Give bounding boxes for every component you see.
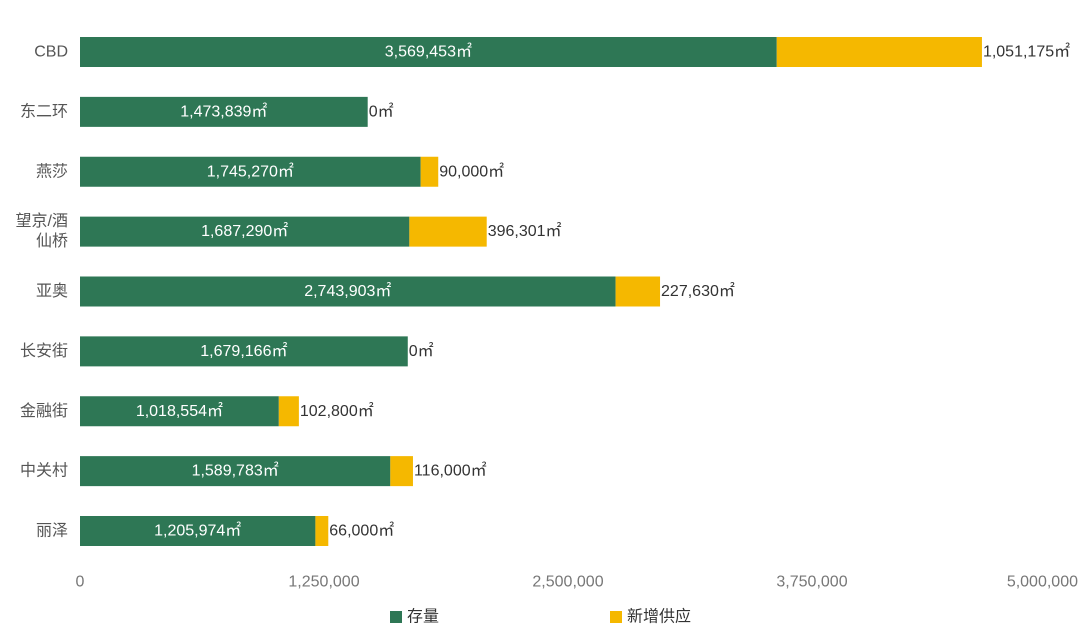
label-stock-0: 3,569,453㎡: [385, 43, 472, 61]
bar-stock-2: [80, 156, 421, 187]
label-new-supply-6: 102,800㎡: [300, 402, 374, 420]
label-new-supply-5: 0㎡: [409, 342, 434, 360]
category-label-0: CBD: [34, 44, 68, 61]
bar-new-supply-3: [409, 216, 487, 247]
label-stock-6: 1,018,554㎡: [136, 402, 223, 420]
category-label-3-line-0: 望京/酒: [16, 212, 68, 230]
legend-label-0: 存量: [407, 608, 439, 626]
label-stock-4: 2,743,903㎡: [304, 282, 391, 300]
bar-new-supply-7: [390, 456, 413, 487]
x-axis-ticks: 0 1,250,000 2,500,000 3,750,000 5,000,000: [76, 574, 1079, 591]
category-label-8: 丽泽: [36, 522, 68, 540]
bar-new-supply-0: [776, 37, 982, 67]
bar-stock-4: [80, 276, 616, 307]
legend: 存量 新增供应: [390, 607, 691, 626]
label-new-supply-8: 66,000㎡: [329, 522, 394, 540]
bars-group: 3,569,453㎡ 1,051,175㎡ 1,473,839㎡ 0㎡ 1,745,27…: [80, 37, 1070, 546]
category-label-2: 燕莎: [36, 162, 68, 180]
x-tick-label-2: 2,500,000: [532, 574, 603, 591]
x-tick-label-0: 0: [76, 574, 85, 591]
label-stock-8: 1,205,974㎡: [154, 522, 241, 540]
category-label-4: 亚奥: [36, 282, 68, 300]
category-label-1: 东二环: [20, 102, 68, 120]
category-label-5: 长安街: [20, 342, 68, 360]
category-label-7: 中关村: [20, 462, 68, 480]
label-stock-1: 1,473,839㎡: [180, 102, 267, 120]
legend-label-1: 新增供应: [627, 607, 691, 626]
x-tick-label-4: 5,000,000: [1007, 574, 1078, 591]
label-new-supply-7: 116,000㎡: [414, 462, 487, 480]
bar-new-supply-4: [615, 276, 661, 307]
label-new-supply-2: 90,000㎡: [439, 162, 504, 180]
bar-stock-3: [80, 216, 410, 247]
bar-stock-1: [80, 96, 368, 127]
bar-new-supply-6: [278, 396, 299, 427]
bar-stock-5: [80, 336, 408, 367]
label-new-supply-0: 1,051,175㎡: [983, 43, 1070, 61]
bar-stock-6: [80, 396, 279, 427]
bar-stock-8: [80, 516, 316, 546]
label-stock-2: 1,745,270㎡: [207, 162, 294, 180]
label-new-supply-4: 227,630㎡: [661, 282, 735, 300]
legend-swatch-1: [610, 611, 622, 623]
label-stock-7: 1,589,783㎡: [192, 462, 279, 480]
category-label-3-line-1: 仙桥: [36, 232, 68, 250]
label-stock-5: 1,679,166㎡: [200, 342, 287, 360]
bar-stock-0: [80, 37, 777, 67]
label-new-supply-3: 396,301㎡: [488, 222, 562, 240]
bar-new-supply-8: [315, 516, 329, 546]
x-tick-label-3: 3,750,000: [776, 574, 847, 591]
x-tick-label-1: 1,250,000: [288, 574, 359, 591]
bar-new-supply-2: [420, 156, 439, 187]
bar-stock-7: [80, 456, 391, 487]
label-new-supply-1: 0㎡: [369, 102, 394, 120]
legend-swatch-0: [390, 611, 402, 623]
label-stock-3: 1,687,290㎡: [201, 222, 288, 240]
category-label-6: 金融街: [20, 402, 68, 420]
